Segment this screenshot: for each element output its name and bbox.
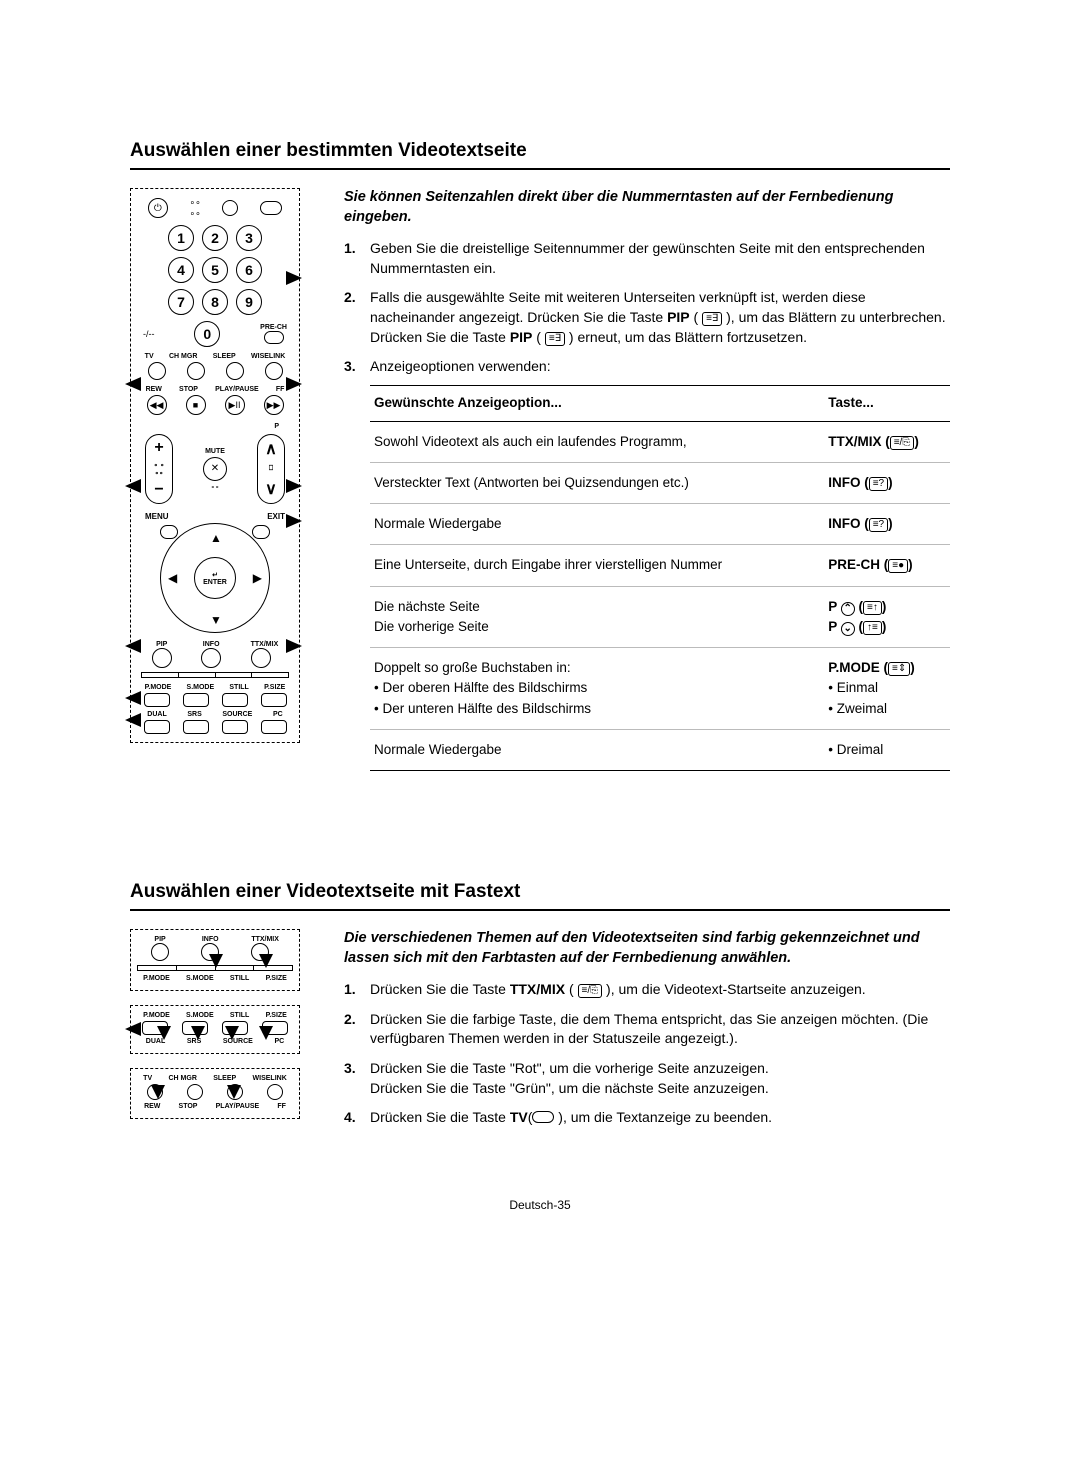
channel-rocker: ∧⎕∨ [257, 434, 285, 504]
section2: PIP INFO TTX/MIX P.MODES.MODESTILLP.SIZE… [130, 929, 950, 1138]
section2-title: Auswählen einer Videotextseite mit Faste… [130, 881, 950, 911]
mute-icon: ✕ [203, 457, 227, 481]
options-table: Gewünschte Anzeigeoption... Taste... Sow… [370, 385, 950, 771]
section1-intro: Sie können Seitenzahlen direkt über die … [344, 188, 950, 227]
nav-pad: ▲▼◀▶ ↵ENTER [160, 523, 270, 633]
top-oval [260, 201, 282, 215]
volume-rocker: +∘ ∘∘∘− [145, 434, 173, 504]
s2-step-4: Drücken Sie die Taste TV( ), um die Text… [344, 1108, 950, 1128]
remote-full: ⏻ ∘∘∘∘ 123 456 789 -/-- 0 PRE-CH [130, 188, 300, 743]
mini-panel-3: TVCH MGRSLEEPWISELINK REWSTOPPLAY/PAUSEF… [130, 1068, 300, 1119]
tv-oval-icon [532, 1111, 554, 1123]
section1-title: Auswählen einer bestimmten Videotextseit… [130, 140, 950, 170]
mini-panel-1: PIP INFO TTX/MIX P.MODES.MODESTILLP.SIZE [130, 929, 300, 991]
section2-steps: Drücken Sie die Taste TTX/MIX ( ≡/⎘ ), u… [344, 980, 950, 1128]
power-icon: ⏻ [148, 198, 168, 218]
s2-step-2: Drücken Sie die farbige Taste, die dem T… [344, 1010, 950, 1049]
page-footer: Deutsch-35 [130, 1198, 950, 1212]
section1: ⏻ ∘∘∘∘ 123 456 789 -/-- 0 PRE-CH [130, 188, 950, 781]
step-2: Falls die ausgewählte Seite mit weiteren… [344, 288, 950, 347]
section2-intro: Die verschiedenen Themen auf den Videote… [344, 929, 950, 968]
step-3: Anzeigeoptionen verwenden: Gewünschte An… [344, 357, 950, 771]
step-1: Geben Sie die dreistellige Seitennummer … [344, 239, 950, 278]
s2-step-1: Drücken Sie die Taste TTX/MIX ( ≡/⎘ ), u… [344, 980, 950, 1000]
mini-panel-2: P.MODES.MODESTILLP.SIZE DUALSRSSOURCEPC [130, 1005, 300, 1054]
section1-steps: Geben Sie die dreistellige Seitennummer … [344, 239, 950, 771]
small-circle [222, 200, 238, 216]
number-pad: 123 456 789 -/-- 0 PRE-CH [137, 225, 293, 347]
s2-step-3: Drücken Sie die Taste "Rot", um die vorh… [344, 1059, 950, 1098]
